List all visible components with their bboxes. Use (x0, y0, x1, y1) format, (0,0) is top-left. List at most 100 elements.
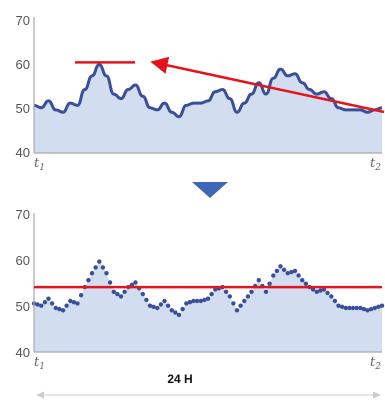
data-point (263, 289, 269, 294)
duration-label: 24 H (167, 372, 192, 386)
data-point (122, 289, 127, 294)
data-point (111, 289, 117, 294)
data-point (68, 298, 73, 304)
data-point (376, 304, 381, 309)
data-point (347, 305, 352, 311)
data-point (144, 297, 149, 303)
data-point (358, 305, 363, 311)
data-point (97, 259, 102, 264)
data-point (238, 303, 243, 308)
data-point (274, 268, 280, 274)
data-point (336, 303, 341, 308)
data-point (231, 301, 236, 306)
top-t2-label: t2 (370, 156, 381, 173)
bottom-series-dots (31, 259, 385, 318)
data-point (53, 305, 58, 311)
data-point (42, 300, 48, 305)
top-series-line (33, 63, 383, 119)
data-point (184, 301, 189, 306)
data-point (332, 298, 338, 304)
data-point (133, 280, 138, 285)
data-point (209, 291, 214, 297)
down-arrow-icon (192, 182, 228, 198)
data-point (176, 312, 182, 318)
data-point (57, 306, 62, 312)
data-point (205, 296, 211, 301)
bottom-t1-label: t1 (34, 355, 45, 372)
data-point (39, 303, 44, 308)
data-point (379, 303, 385, 308)
top-panel: 70 60 50 40 t1 t2 (16, 13, 385, 173)
bottom-panel: 70 60 50 40 t1 t2 (16, 207, 385, 372)
data-point (71, 300, 77, 305)
data-point (318, 288, 323, 293)
data-point (249, 289, 254, 294)
data-point (60, 308, 66, 313)
data-point (46, 296, 51, 301)
data-point (155, 305, 160, 311)
data-point (49, 301, 55, 306)
data-point (165, 303, 171, 308)
data-point (191, 298, 196, 304)
data-point (271, 273, 276, 278)
data-point (104, 271, 109, 276)
data-point (202, 297, 207, 303)
duration-span: 24 H (36, 372, 381, 399)
data-point (361, 306, 367, 312)
data-point (285, 271, 290, 276)
data-point (173, 310, 178, 315)
data-point (278, 264, 283, 269)
data-point (343, 305, 348, 311)
bottom-y-tick-label: 50 (16, 299, 30, 314)
data-point (368, 306, 374, 312)
data-point (372, 305, 377, 311)
top-t1-label: t1 (34, 156, 45, 173)
data-point (86, 278, 91, 283)
data-point (303, 281, 309, 286)
data-point (107, 280, 113, 285)
data-point (169, 308, 174, 313)
data-point (100, 265, 106, 270)
data-point (281, 267, 287, 272)
data-point (314, 289, 319, 294)
bottom-y-tick-label: 70 (16, 207, 30, 222)
top-y-tick-label: 40 (16, 145, 30, 160)
top-y-tick-label: 60 (16, 57, 30, 72)
bottom-t2-label: t2 (370, 355, 381, 372)
data-point (198, 298, 203, 304)
data-point (194, 298, 200, 304)
data-point (140, 291, 145, 297)
data-point (118, 294, 124, 299)
data-point (147, 303, 153, 308)
data-point (350, 305, 356, 311)
data-point (245, 294, 251, 299)
data-point (35, 302, 40, 307)
data-point (292, 268, 298, 274)
data-point (234, 308, 240, 313)
top-series-area (34, 64, 382, 153)
data-point (75, 301, 80, 306)
data-point (89, 271, 95, 276)
data-point (339, 304, 345, 309)
data-point (227, 294, 232, 299)
data-point (162, 298, 167, 304)
data-point (354, 305, 359, 311)
data-point (93, 265, 98, 270)
data-point (151, 304, 156, 309)
data-point (365, 308, 370, 313)
data-point (300, 278, 305, 283)
bottom-y-tick-label: 60 (16, 253, 30, 268)
data-point (267, 281, 272, 286)
data-point (329, 294, 334, 299)
data-point (115, 291, 120, 297)
data-point (256, 278, 261, 283)
data-point (64, 303, 69, 308)
data-point (325, 290, 330, 296)
bottom-series-area (34, 261, 382, 352)
top-y-tick-label: 70 (16, 13, 30, 28)
top-y-tick-label: 50 (16, 101, 30, 116)
bottom-y-tick-label: 40 (16, 345, 30, 360)
data-point (289, 269, 294, 275)
data-point (296, 273, 301, 278)
